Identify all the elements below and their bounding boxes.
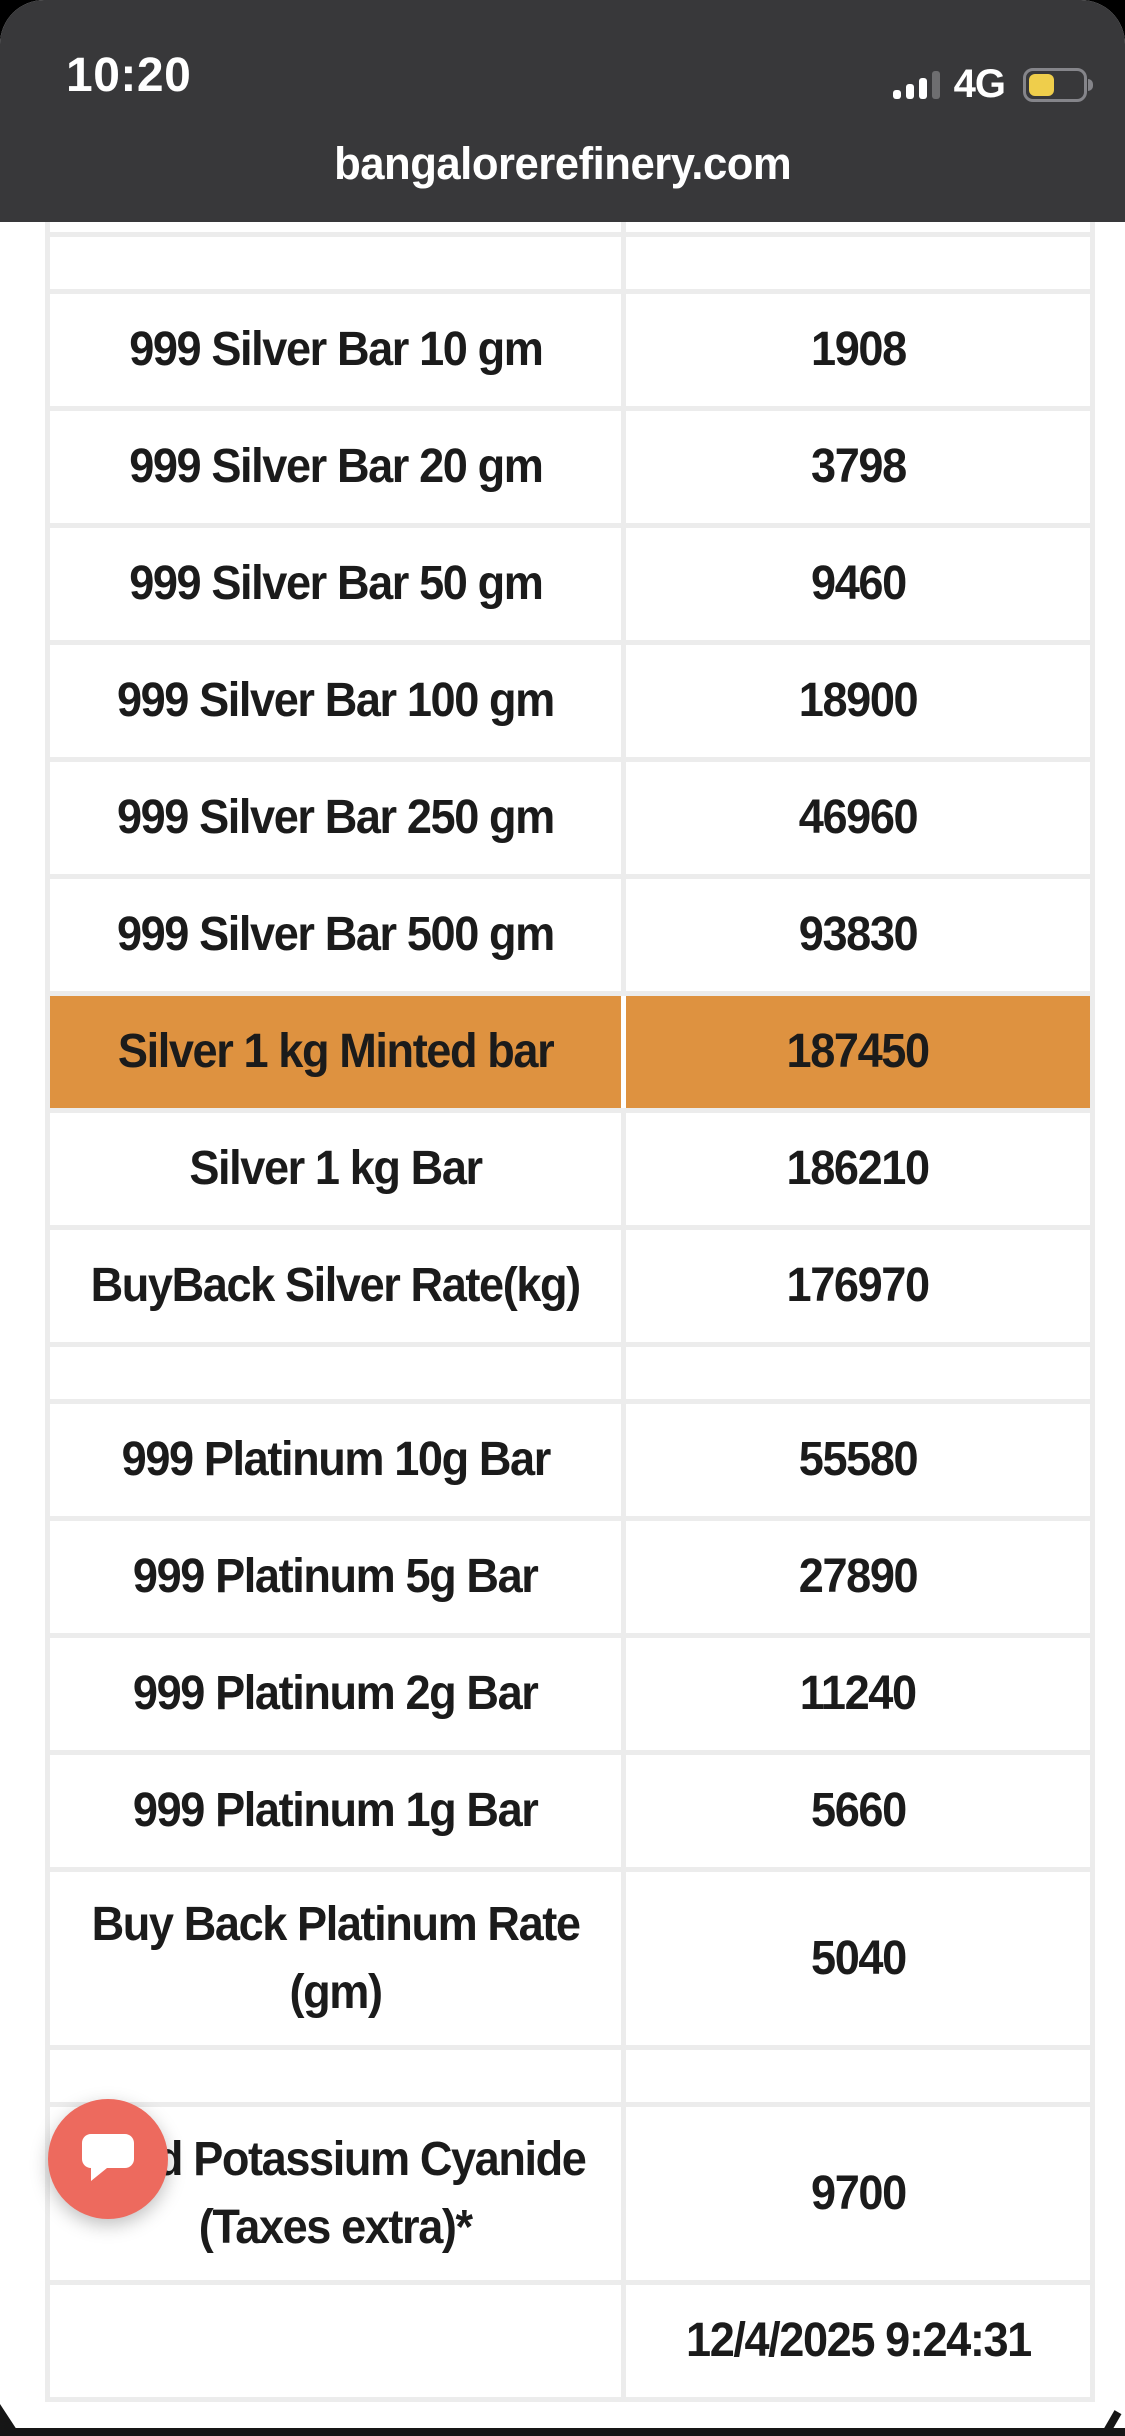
browser-chrome: 10:20 4G bangalorerefinery.com: [0, 0, 1125, 222]
product-label-cell: Gold Potassium Cyanide (Taxes extra)*: [85, 2132, 587, 2254]
table-row: 999 Silver Bar 100 gm 18900: [50, 645, 1090, 762]
chat-bubble-icon: [82, 2134, 134, 2181]
price-cell: 186210: [621, 1113, 1090, 1225]
product-label-cell: 999 Silver Bar 100 gm: [117, 674, 555, 727]
product-label-cell: Silver 1 kg Minted bar: [117, 1025, 555, 1078]
product-label-cell: [50, 2285, 621, 2397]
product-label-cell: 999 Platinum 10g Bar: [121, 1433, 551, 1486]
price-cell: 93830: [621, 879, 1090, 991]
product-label-cell: 999 Silver Bar 10 gm: [128, 323, 544, 376]
bottom-divider-line: [0, 2428, 1125, 2436]
url-text[interactable]: bangalorerefinery.com: [333, 138, 792, 189]
product-label-cell: 999 Platinum 1g Bar: [133, 1784, 539, 1837]
product-label-cell: 999 Silver Bar 500 gm: [117, 908, 555, 961]
table-row-timestamp: 12/4/2025 9:24:31: [50, 2285, 1090, 2402]
table-row: 999 Silver Bar 10 gm 1908: [50, 294, 1090, 411]
timestamp-cell: 12/4/2025 9:24:31: [621, 2285, 1090, 2397]
table-row-spacer: [50, 1347, 1090, 1404]
price-cell: 187450: [621, 996, 1090, 1108]
table-row: Buy Back Platinum Rate (gm) 5040: [50, 1872, 1090, 2050]
status-indicators: 4G: [892, 62, 1093, 107]
table-row: 999 Silver Bar 50 gm 9460: [50, 528, 1090, 645]
network-type-label: 4G: [953, 62, 1006, 106]
table-row-spacer: [50, 237, 1090, 294]
table-row: Silver 1 kg Bar 186210: [50, 1113, 1090, 1230]
price-cell: 3798: [621, 411, 1090, 523]
price-cell: 55580: [621, 1404, 1090, 1516]
price-cell: 1908: [621, 294, 1090, 406]
table-row: 999 Platinum 2g Bar 11240: [50, 1638, 1090, 1755]
table-row: 999 Silver Bar 20 gm 3798: [50, 411, 1090, 528]
product-label-cell: BuyBack Silver Rate(kg): [90, 1259, 582, 1312]
chat-button[interactable]: [48, 2099, 168, 2219]
price-cell: 46960: [621, 762, 1090, 874]
cutoff-glyph-left: [0, 2404, 17, 2430]
battery-icon: [1023, 67, 1093, 102]
price-cell: 27890: [621, 1521, 1090, 1633]
status-time: 10:20: [66, 49, 192, 102]
price-cell: 11240: [621, 1638, 1090, 1750]
product-label-cell: 999 Silver Bar 50 gm: [128, 557, 544, 610]
product-label-cell: 999 Silver Bar 250 gm: [117, 791, 555, 844]
product-label-cell: Buy Back Platinum Rate (gm): [91, 1897, 580, 2019]
price-cell: 5660: [621, 1755, 1090, 1867]
signal-strength-icon: [892, 70, 940, 99]
table-row: 999 Silver Bar 250 gm 46960: [50, 762, 1090, 879]
price-cell: 18900: [621, 645, 1090, 757]
table-row: Gold Potassium Cyanide (Taxes extra)* 97…: [50, 2107, 1090, 2285]
table-row-partial-top: [50, 222, 1090, 237]
price-table: 999 Silver Bar 10 gm 1908 999 Silver Bar…: [45, 222, 1095, 2402]
product-label-cell: 999 Platinum 2g Bar: [133, 1667, 539, 1720]
product-label-cell: 999 Platinum 5g Bar: [133, 1550, 539, 1603]
battery-fill-low-power: [1029, 73, 1054, 96]
table-row: 999 Platinum 10g Bar 55580: [50, 1404, 1090, 1521]
table-row: 999 Platinum 1g Bar 5660: [50, 1755, 1090, 1872]
price-cell: 5040: [621, 1872, 1090, 2045]
price-cell: 176970: [621, 1230, 1090, 1342]
table-row-spacer: [50, 2050, 1090, 2107]
product-label-cell: 999 Silver Bar 20 gm: [128, 440, 544, 493]
table-row: 999 Silver Bar 500 gm 93830: [50, 879, 1090, 996]
price-cell: 9700: [621, 2107, 1090, 2280]
product-label-cell: Silver 1 kg Bar: [189, 1142, 483, 1195]
table-row-highlighted: Silver 1 kg Minted bar 187450: [50, 996, 1090, 1113]
price-cell: 9460: [621, 528, 1090, 640]
url-bar[interactable]: bangalorerefinery.com: [0, 138, 1125, 190]
table-row: 999 Platinum 5g Bar 27890: [50, 1521, 1090, 1638]
table-row: BuyBack Silver Rate(kg) 176970: [50, 1230, 1090, 1347]
